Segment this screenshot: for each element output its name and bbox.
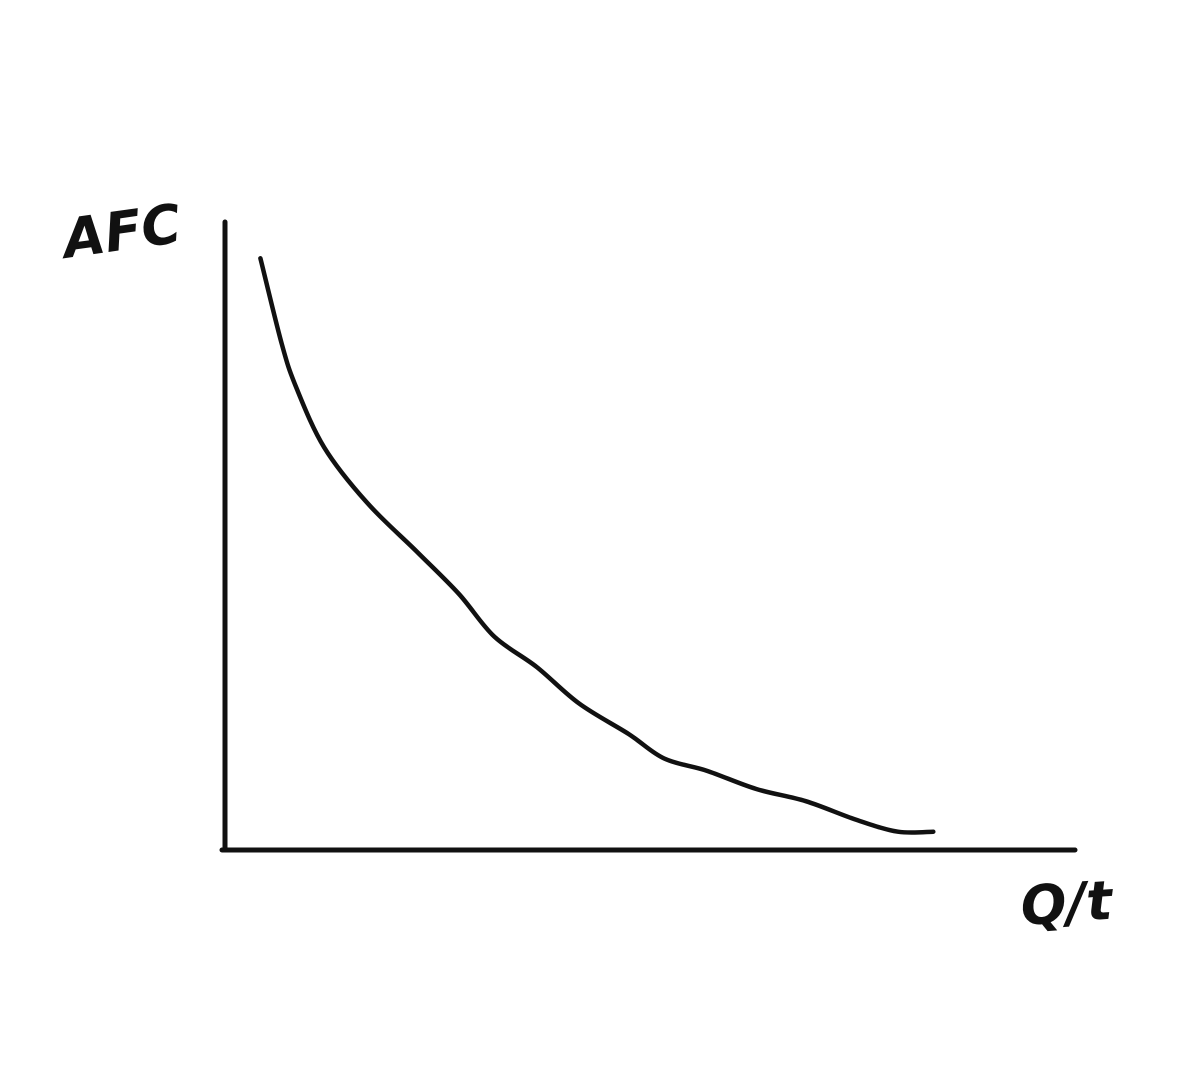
series-line xyxy=(258,256,936,835)
y-axis-label: AFC xyxy=(55,192,185,271)
x-axis-label: Q/t xyxy=(1019,869,1117,938)
